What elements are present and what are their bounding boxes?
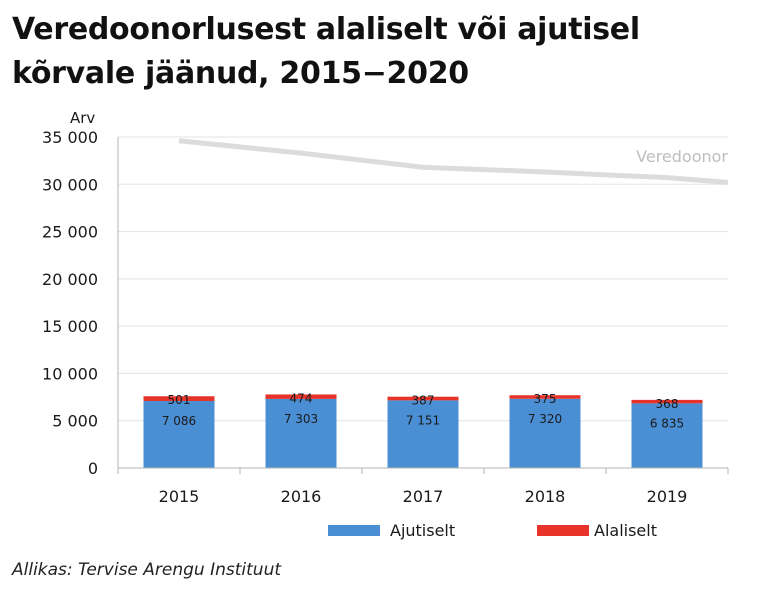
line-series-veredoonor	[178, 138, 729, 185]
data-label-alaliselt: 375	[534, 392, 557, 406]
y-tick-label: 10 000	[42, 364, 98, 383]
data-label-ajutiselt: 6 835	[650, 416, 684, 430]
x-tick-label: 2017	[403, 487, 444, 506]
data-label-alaliselt: 474	[290, 391, 313, 405]
y-tick-label: 0	[88, 459, 98, 478]
x-tick-label: 2015	[159, 487, 200, 506]
bar-ajutiselt	[265, 398, 337, 468]
data-label-alaliselt: 368	[656, 397, 679, 411]
bar-ajutiselt	[509, 398, 581, 468]
bar-ajutiselt	[387, 400, 459, 468]
bar-alaliselt	[631, 399, 703, 404]
legend-label: Alaliselt	[594, 521, 657, 540]
data-label-ajutiselt: 7 320	[528, 412, 562, 426]
data-label-ajutiselt: 7 086	[162, 414, 196, 428]
legend-swatch	[328, 525, 380, 536]
data-label-ajutiselt: 7 151	[406, 413, 440, 427]
y-tick-label: 15 000	[42, 317, 98, 336]
bar-ajutiselt	[631, 403, 703, 468]
x-tick-label: 2016	[281, 487, 322, 506]
data-label-alaliselt: 387	[412, 394, 435, 408]
data-label-alaliselt: 501	[168, 393, 191, 407]
bar-alaliselt	[509, 395, 581, 399]
line-series-label: Veredoonor	[636, 147, 728, 166]
y-tick-label: 20 000	[42, 270, 98, 289]
y-tick-label: 5 000	[52, 412, 98, 431]
legend-swatch	[537, 525, 589, 536]
bar-alaliselt	[143, 396, 215, 401]
legend-label: Ajutiselt	[390, 521, 455, 540]
x-tick-label: 2018	[525, 487, 566, 506]
bar-alaliselt	[265, 394, 337, 399]
y-tick-label: 35 000	[42, 128, 98, 147]
data-label-ajutiselt: 7 303	[284, 412, 318, 426]
y-tick-label: 30 000	[42, 175, 98, 194]
source-note: Allikas: Tervise Arengu Instituut	[12, 560, 282, 580]
bar-ajutiselt	[143, 400, 215, 468]
bar-alaliselt	[387, 396, 459, 401]
x-tick-label: 2019	[647, 487, 688, 506]
chart-title: Veredoonorlusest alaliselt või ajutisel …	[12, 12, 640, 91]
y-axis-label: Arv	[70, 109, 95, 127]
y-tick-label: 25 000	[42, 223, 98, 242]
